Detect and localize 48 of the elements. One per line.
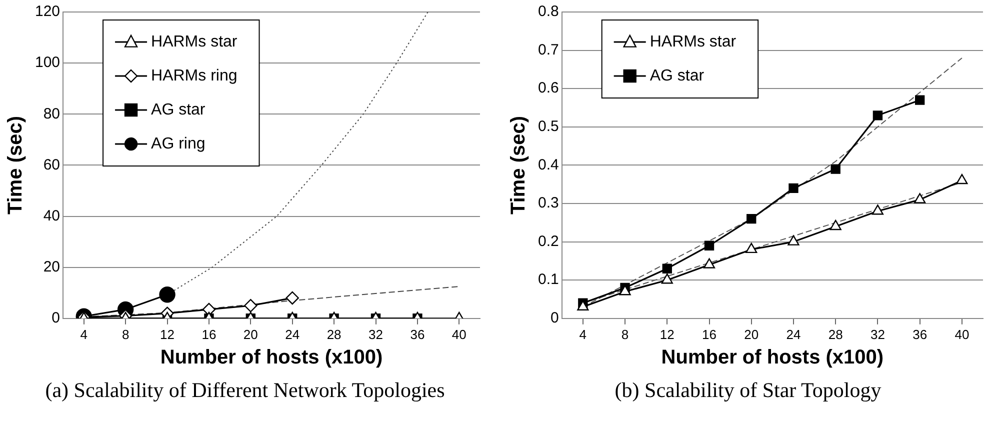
- text: (b) Scalability of Star Topology: [614, 378, 882, 403]
- legend-label: AG star: [650, 67, 705, 84]
- y-tick-label: 80: [43, 105, 60, 122]
- x-tick-label: 32: [368, 326, 383, 342]
- x-tick-label: 4: [579, 326, 587, 342]
- x-tick-label: 8: [621, 326, 629, 342]
- x-tick-label: 24: [285, 326, 300, 342]
- y-tick-label: 100: [34, 54, 60, 72]
- x-tick-label: 40: [452, 326, 466, 342]
- x-tick-label: 16: [202, 326, 216, 342]
- x-tick-label: 12: [660, 326, 674, 342]
- y-tick-label: 40: [43, 207, 60, 224]
- legend-label: HARMs star: [650, 33, 737, 50]
- legend-label: AG ring: [151, 135, 206, 152]
- y-tick-label: 0: [550, 310, 559, 327]
- x-axis-title: Number of hosts (x100): [661, 346, 884, 369]
- x-tick-label: 28: [828, 326, 843, 342]
- y-tick-label: 0.7: [538, 41, 559, 58]
- legend-label: HARMs star: [151, 33, 238, 50]
- x-tick-label: 20: [744, 326, 759, 342]
- y-axis-title: Time (sec): [508, 116, 530, 214]
- x-axis-title: Number of hosts (x100): [160, 346, 383, 369]
- x-tick-label: 4: [80, 326, 88, 342]
- y-tick-label: 20: [43, 258, 60, 276]
- text: (a) Scalability of Different Network Topologies: [44, 378, 446, 403]
- y-tick-label: 60: [43, 156, 60, 174]
- y-tick-label: 0.5: [538, 118, 559, 136]
- x-tick-label: 12: [160, 326, 175, 342]
- y-axis-title: Time (sec): [4, 116, 27, 214]
- legend-label: AG star: [151, 101, 206, 118]
- legend-label: HARMs ring: [151, 67, 238, 84]
- x-tick-label: 24: [786, 326, 801, 342]
- y-tick-label: 0.8: [538, 3, 559, 20]
- x-tick-label: 32: [870, 326, 885, 342]
- x-tick-label: 20: [243, 326, 258, 342]
- x-tick-label: 8: [122, 326, 130, 342]
- x-tick-label: 16: [702, 326, 716, 342]
- y-tick-label: 120: [34, 3, 60, 20]
- y-tick-label: 0.3: [538, 194, 559, 212]
- x-tick-label: 40: [954, 326, 970, 342]
- y-tick-label: 0.4: [538, 156, 559, 174]
- y-tick-label: 0.2: [538, 232, 559, 250]
- x-tick-label: 28: [326, 326, 342, 342]
- x-tick-label: 36: [410, 326, 425, 342]
- y-tick-label: 0: [52, 310, 60, 327]
- x-tick-label: 36: [912, 326, 928, 342]
- y-tick-label: 0.1: [538, 271, 559, 288]
- y-tick-label: 0.6: [538, 80, 559, 97]
